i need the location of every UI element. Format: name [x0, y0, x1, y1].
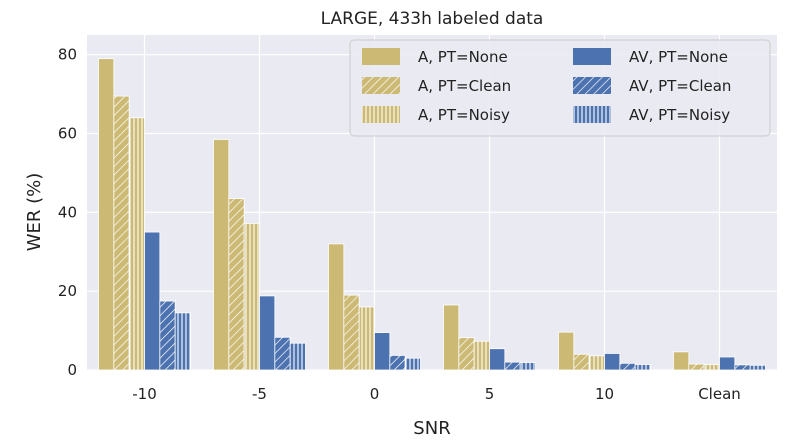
- x-tick-label: -10: [132, 385, 157, 403]
- x-tick-label: -5: [252, 385, 267, 403]
- x-tick-label: 10: [595, 385, 614, 403]
- bar: [619, 362, 636, 371]
- bar: [558, 331, 575, 371]
- bar: [389, 355, 406, 371]
- bar: [443, 304, 460, 371]
- y-tick-label: 60: [58, 125, 77, 143]
- legend: A, PT=None A, PT=Clean A, PT=Noisy AV, PT=N…: [349, 39, 771, 137]
- y-tick-label: 20: [58, 282, 77, 300]
- bar: [159, 300, 176, 371]
- bar: [228, 198, 245, 371]
- legend-label: A, PT=Clean: [418, 77, 511, 95]
- y-tick-label: 80: [58, 46, 77, 64]
- chart-title: LARGE, 433h labeled data: [321, 9, 544, 29]
- legend-label: A, PT=None: [418, 48, 508, 66]
- legend-box: [349, 39, 771, 137]
- bar: [604, 353, 621, 371]
- legend-swatch: [362, 106, 400, 123]
- x-tick-label: 0: [370, 385, 380, 403]
- bar: [634, 364, 651, 371]
- bar: [749, 364, 766, 371]
- bar: [489, 348, 506, 371]
- bar: [243, 222, 260, 371]
- y-tick-label: 40: [58, 203, 77, 221]
- bar: [213, 139, 230, 371]
- bar: [98, 58, 115, 371]
- legend-label: AV, PT=None: [629, 48, 728, 66]
- bar: [259, 295, 276, 371]
- y-axis-label: WER (%): [24, 173, 45, 252]
- bar: [374, 332, 391, 371]
- bar: [174, 312, 191, 371]
- bar: [404, 357, 421, 371]
- legend-swatch: [573, 77, 611, 94]
- legend-swatch: [362, 77, 400, 94]
- y-tick-label: 0: [67, 361, 77, 379]
- bars: [98, 58, 766, 371]
- bar: [719, 356, 736, 371]
- bar: [473, 340, 490, 371]
- x-tick-label: 5: [485, 385, 495, 403]
- bar: [688, 363, 705, 371]
- legend-swatch: [573, 106, 611, 123]
- legend-label: A, PT=Noisy: [418, 106, 510, 124]
- ticks: 0 20 40 60 80 -10 -5 0 5 10 Clean: [58, 46, 741, 403]
- bar: [328, 243, 345, 371]
- x-axis-label: SNR: [413, 418, 450, 439]
- bar: [458, 337, 475, 371]
- bar: [673, 351, 690, 371]
- legend-label: AV, PT=Clean: [629, 77, 731, 95]
- legend-swatch: [573, 48, 611, 65]
- bar: [343, 294, 360, 371]
- bar: [128, 117, 145, 371]
- x-tick-label: Clean: [698, 385, 741, 403]
- bar: [703, 364, 720, 371]
- bar: [573, 353, 590, 371]
- legend-swatch: [362, 48, 400, 65]
- bar: [519, 362, 536, 371]
- bar: [734, 364, 751, 371]
- bar: [113, 95, 130, 371]
- bar: [274, 336, 291, 371]
- bar: [289, 342, 306, 371]
- legend-label: AV, PT=Noisy: [629, 106, 730, 124]
- bar: [588, 355, 605, 371]
- bar: [358, 306, 375, 371]
- bar: [144, 231, 161, 371]
- bar: [504, 361, 521, 371]
